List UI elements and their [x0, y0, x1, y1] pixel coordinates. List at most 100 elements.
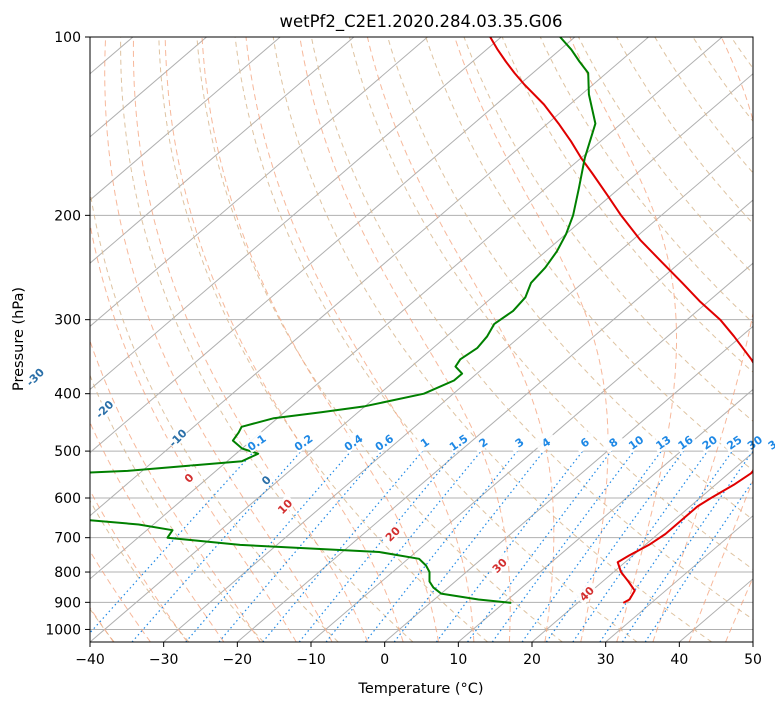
mixing-ratio-label-bg — [742, 431, 767, 454]
mixing-ratio-label-bg — [412, 431, 437, 454]
dry-adiabat-label-bg — [254, 468, 278, 492]
moist-adiabat — [90, 550, 151, 642]
temperature-profile-line — [489, 37, 753, 604]
mixing-ratio-line — [621, 450, 753, 642]
moist-adiabat-label-bg — [574, 581, 599, 605]
y-tick-label: 400 — [54, 387, 81, 403]
mixing-ratio-label-bg — [507, 431, 531, 454]
moist-adiabat-label-bg — [272, 494, 297, 518]
dry-adiabat — [425, 37, 753, 471]
mixing-ratio-lines — [90, 450, 753, 642]
mixing-ratio-label-bg — [651, 431, 675, 454]
dry-adiabat — [196, 37, 563, 642]
mixing-ratio-line — [599, 450, 733, 642]
mixing-ratio-label-bg — [623, 431, 648, 454]
mixing-ratio-label-bg — [673, 431, 697, 454]
mixing-ratio-label-bg — [244, 431, 269, 454]
dry-adiabat — [539, 37, 753, 324]
moist-adiabat — [164, 37, 404, 642]
mixing-ratio-line — [325, 450, 482, 642]
moist-adiabat — [245, 37, 475, 642]
moist-adiabat — [90, 221, 297, 642]
isotherm-line — [458, 388, 753, 642]
skewed-isotherms — [0, 37, 753, 642]
pressure-gridlines — [90, 37, 753, 630]
dry-adiabat — [387, 37, 753, 521]
moist-adiabat — [366, 37, 555, 642]
dry-adiabat-label-bg — [165, 425, 190, 450]
dry-adiabat-label-bg — [92, 397, 116, 421]
y-axis-ticks: 100 200 300 400 500 600 700 800 900 1000 — [45, 30, 90, 638]
moist-adiabat-label-bg — [487, 553, 511, 577]
x-tick-label: 30 — [597, 652, 615, 668]
mixing-ratio-label-bg — [697, 431, 722, 454]
x-tick-label: −30 — [149, 652, 179, 668]
y-tick-label: 600 — [54, 491, 81, 507]
x-tick-label: 40 — [670, 652, 688, 668]
y-tick-label: 500 — [54, 444, 81, 460]
y-tick-label: 800 — [54, 565, 81, 581]
dewpoint-profile-line — [90, 37, 597, 604]
profile-lines — [90, 37, 753, 604]
mixing-ratio-label-bg — [722, 431, 746, 454]
mixing-ratio-label-bg — [446, 431, 471, 454]
mixing-ratio-line — [644, 479, 753, 642]
moist-adiabat — [454, 37, 609, 642]
mixing-ratio-line — [131, 450, 302, 642]
moist-adiabat — [688, 479, 753, 642]
dry-adiabat — [310, 37, 753, 621]
y-tick-label: 900 — [54, 595, 81, 611]
mixing-ratio-label-bg — [763, 431, 775, 454]
x-tick-label: −20 — [223, 652, 253, 668]
x-tick-label: 20 — [523, 652, 541, 668]
isotherm-line — [90, 37, 281, 201]
isotherm-line — [90, 37, 723, 580]
isotherm-line — [605, 515, 753, 642]
y-tick-label: 700 — [54, 531, 81, 547]
mixing-ratio-line — [90, 450, 255, 634]
x-tick-label: −40 — [75, 652, 105, 668]
moist-adiabat — [90, 339, 261, 642]
isotherm-line — [237, 199, 753, 642]
moist-adiabat — [201, 37, 439, 642]
mixing-ratio-line — [545, 450, 684, 642]
dry-adiabat-label: -30 — [24, 366, 47, 389]
dry-adiabat-label-bg — [22, 365, 47, 389]
y-tick-label: 200 — [54, 208, 81, 224]
isotherm-line — [0, 37, 59, 642]
moist-adiabat-label-bg — [176, 465, 201, 490]
mixing-ratio-label-bg — [291, 431, 316, 454]
moist-adiabat — [90, 421, 225, 642]
moist-adiabat-label-bg — [380, 521, 404, 546]
moist-adiabat — [762, 37, 775, 642]
moist-adiabat — [132, 37, 369, 642]
mixing-ratio-label-bg — [471, 431, 495, 454]
mixing-ratio-line — [218, 450, 383, 642]
dry-adiabat — [234, 37, 638, 642]
dry-adiabat — [120, 37, 414, 642]
isotherm-line — [90, 37, 355, 264]
mixing-ratio-label-bg — [572, 431, 597, 454]
isotherm-line — [90, 37, 576, 454]
dry-adiabat — [769, 37, 775, 642]
mixing-ratio-line — [364, 450, 518, 642]
x-axis-ticks: −40 −30 −20 −10 0 10 20 30 40 50 — [75, 642, 762, 668]
moist-adiabat — [725, 576, 753, 642]
mixing-ratio-label-bg — [341, 431, 366, 454]
dry-adiabats — [90, 37, 775, 642]
plot-frame — [89, 36, 754, 643]
dry-adiabat — [349, 37, 753, 570]
mixing-ratio-label-bg — [601, 431, 625, 454]
y-tick-label: 1000 — [45, 622, 81, 638]
moist-adiabat — [652, 37, 753, 642]
x-tick-label: −10 — [296, 652, 326, 668]
mixing-ratio-label-bg — [533, 431, 558, 454]
moist-adiabats — [90, 37, 775, 642]
dry-adiabat — [158, 37, 488, 642]
mixing-ratio-label-bg — [371, 431, 396, 454]
x-tick-label: 10 — [449, 652, 467, 668]
chart-title: wetPf2_C2E1.2020.284.03.35.G06 — [279, 12, 562, 32]
y-tick-label: 100 — [54, 30, 81, 46]
x-axis-title: Temperature (°C) — [357, 681, 483, 697]
mixing-ratio-line — [572, 450, 709, 642]
